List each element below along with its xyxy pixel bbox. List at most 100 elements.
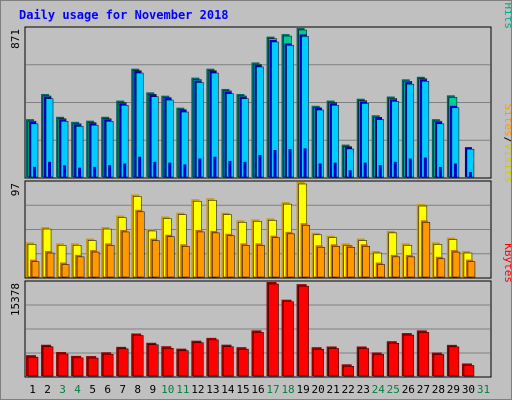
bar-kbytes-day-20 [313, 348, 324, 377]
xtick-label-day-25: 25 [387, 383, 400, 396]
bar-pages-day-2 [48, 161, 52, 177]
bar-sites-day-26 [407, 256, 416, 278]
bar-kbytes-day-21 [328, 348, 339, 377]
bar-kbytes-day-23 [358, 348, 369, 377]
xtick-label-day-21: 21 [327, 383, 340, 396]
xtick-label-day-1: 1 [29, 383, 36, 396]
legend-separator: / [502, 1, 511, 3]
bar-pages-day-30 [468, 171, 472, 177]
bar-kbytes-day-16 [253, 332, 264, 377]
bar-pages-day-13 [213, 156, 217, 177]
bar-sites-day-29 [452, 251, 461, 278]
xtick-label-day-24: 24 [372, 383, 386, 396]
bar-pages-day-29 [453, 163, 457, 177]
bar-sites-day-19 [302, 224, 310, 278]
chart-title: Daily usage for November 2018 [19, 8, 229, 22]
xtick-label-day-10: 10 [161, 383, 174, 396]
bar-kbytes-day-19 [298, 285, 309, 377]
bar-kbytes-day-17 [268, 283, 279, 377]
bar-pages-day-5 [93, 166, 97, 177]
xtick-label-day-12: 12 [191, 383, 204, 396]
bar-kbytes-day-18 [283, 301, 294, 377]
bar-sites-day-2 [46, 252, 55, 278]
bar-pages-day-1 [33, 166, 36, 177]
bar-pages-day-26 [408, 158, 412, 177]
bar-pages-day-4 [78, 167, 82, 177]
xtick-label-day-14: 14 [221, 383, 235, 396]
bar-kbytes-day-4 [72, 357, 84, 377]
bar-pages-day-3 [63, 165, 67, 177]
bar-kbytes-day-22 [343, 366, 354, 377]
xtick-label-day-15: 15 [236, 383, 249, 396]
bar-pages-day-27 [423, 157, 427, 177]
xtick-label-day-30: 30 [462, 383, 475, 396]
xtick-label-day-17: 17 [266, 383, 279, 396]
legend-separator: / [502, 137, 511, 144]
bar-sites-day-21 [332, 246, 340, 278]
bar-sites-day-13 [212, 232, 220, 278]
xtick-label-day-7: 7 [119, 383, 126, 396]
legend-item-kbytes: KBytes [502, 243, 511, 283]
xtick-label-day-4: 4 [74, 383, 81, 396]
bar-kbytes-day-29 [448, 346, 460, 377]
legend-pages-files-hits: Pages/Files/Hits [502, 1, 511, 29]
bar-kbytes-day-3 [57, 353, 69, 377]
xtick-label-day-18: 18 [281, 383, 294, 396]
bar-sites-day-30 [467, 261, 476, 278]
legend-sites-visits: Sites/Visits [502, 104, 511, 184]
bar-pages-day-14 [228, 160, 232, 177]
bar-sites-day-22 [347, 247, 355, 278]
bar-pages-day-10 [168, 162, 172, 177]
xtick-label-day-9: 9 [149, 383, 156, 396]
bar-pages-day-16 [258, 155, 262, 177]
bar-sites-day-18 [287, 233, 295, 278]
xtick-label-day-22: 22 [342, 383, 355, 396]
bar-pages-day-21 [333, 162, 337, 177]
xtick-label-day-23: 23 [357, 383, 370, 396]
bar-kbytes-day-6 [102, 353, 114, 377]
xtick-label-day-26: 26 [402, 383, 415, 396]
bar-pages-day-24 [378, 165, 382, 177]
bar-kbytes-day-27 [418, 332, 430, 377]
xtick-label-day-29: 29 [447, 383, 460, 396]
legend-kbytes: KBytes [502, 243, 511, 283]
bar-sites-day-6 [106, 245, 115, 278]
bar-sites-day-4 [76, 256, 85, 278]
xtick-label-day-11: 11 [176, 383, 189, 396]
xtick-label-day-19: 19 [296, 383, 309, 396]
bar-kbytes-day-1 [27, 356, 39, 377]
bar-pages-day-20 [318, 163, 322, 177]
xtick-label-day-13: 13 [206, 383, 219, 396]
bar-sites-day-25 [392, 256, 401, 278]
bar-pages-day-7 [123, 163, 127, 177]
bar-sites-day-28 [437, 258, 446, 278]
bar-pages-day-25 [393, 161, 397, 177]
bar-sites-day-16 [257, 245, 265, 278]
bar-pages-day-6 [108, 165, 112, 177]
legend-item-visits: Visits [502, 143, 511, 183]
xtick-label-day-16: 16 [251, 383, 264, 396]
bar-sites-day-15 [242, 245, 250, 278]
bar-kbytes-day-12 [193, 342, 204, 377]
xtick-label-day-20: 20 [312, 383, 325, 396]
bar-kbytes-day-10 [163, 347, 174, 377]
bar-pages-day-18 [288, 149, 292, 177]
bar-sites-day-12 [197, 231, 205, 278]
bar-pages-day-19 [303, 148, 307, 177]
bar-sites-day-7 [121, 231, 130, 278]
bar-pages-day-22 [348, 170, 352, 177]
xtick-label-day-5: 5 [89, 383, 96, 396]
bar-sites-day-1 [31, 261, 40, 278]
legend-item-sites: Sites [502, 104, 511, 137]
bar-pages-day-15 [243, 161, 247, 177]
bar-kbytes-day-14 [223, 346, 234, 377]
bar-sites-day-10 [167, 236, 175, 278]
bar-kbytes-day-25 [388, 342, 400, 377]
xtick-label-day-27: 27 [417, 383, 430, 396]
bar-sites-day-14 [227, 235, 235, 278]
bar-kbytes-day-7 [117, 348, 129, 377]
bar-pages-day-9 [153, 161, 157, 177]
bar-kbytes-day-11 [178, 350, 189, 377]
